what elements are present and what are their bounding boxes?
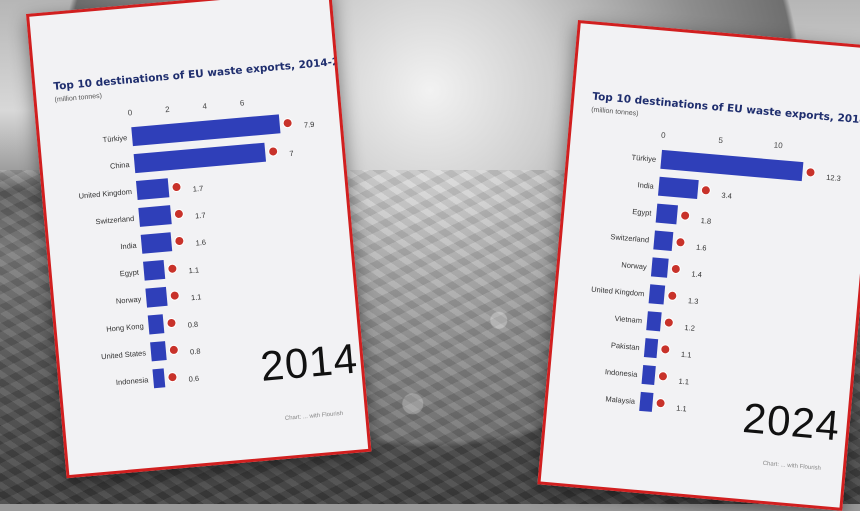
flag-icon bbox=[667, 290, 678, 301]
value-label: 7.9 bbox=[303, 120, 314, 130]
value-label: 1.1 bbox=[678, 377, 689, 387]
value-label: 1.6 bbox=[696, 243, 707, 253]
flag-icon bbox=[680, 210, 691, 221]
bar bbox=[138, 205, 172, 227]
x-tick-label: 6 bbox=[239, 98, 245, 107]
category-label: United States bbox=[101, 348, 147, 361]
value-label: 7 bbox=[289, 149, 294, 158]
category-label: Norway bbox=[621, 260, 647, 271]
value-label: 0.6 bbox=[188, 374, 199, 384]
flag-icon bbox=[657, 371, 668, 382]
flag-icon bbox=[700, 185, 711, 196]
category-label: Norway bbox=[116, 295, 142, 306]
bar bbox=[150, 341, 167, 362]
value-label: 1.1 bbox=[191, 292, 202, 302]
category-label: Switzerland bbox=[95, 214, 134, 226]
chart-subtitle: (million tonnes) bbox=[590, 106, 639, 118]
bar bbox=[152, 368, 166, 389]
category-label: Indonesia bbox=[605, 367, 639, 379]
x-tick-label: 0 bbox=[127, 108, 133, 117]
category-label: Türkiye bbox=[102, 133, 127, 144]
bar bbox=[143, 259, 166, 281]
x-tick-label: 10 bbox=[773, 141, 783, 151]
value-label: 3.4 bbox=[721, 191, 732, 201]
category-label: Pakistan bbox=[611, 341, 640, 352]
bar bbox=[648, 284, 666, 305]
value-label: 1.1 bbox=[188, 265, 199, 275]
flag-icon bbox=[167, 372, 178, 383]
flag-icon bbox=[171, 182, 182, 193]
value-label: 0.8 bbox=[187, 320, 198, 330]
bar bbox=[650, 257, 669, 278]
category-label: India bbox=[637, 180, 655, 190]
category-label: Egypt bbox=[119, 268, 140, 279]
bar bbox=[140, 232, 173, 254]
value-label: 1.7 bbox=[195, 211, 206, 221]
value-label: 1.4 bbox=[691, 269, 702, 279]
flag-icon bbox=[660, 344, 671, 355]
x-tick-label: 4 bbox=[202, 102, 208, 111]
bar bbox=[147, 314, 165, 335]
year-label: 2024 bbox=[740, 393, 843, 450]
bar-chart-2014: 0 2 4 6 Türkiye 7.9 China 7 United Kingdom 1.7 Swi… bbox=[78, 98, 315, 389]
value-label: 12.3 bbox=[826, 173, 841, 183]
flag-icon bbox=[174, 235, 185, 246]
bar bbox=[641, 364, 656, 386]
value-label: 1.1 bbox=[681, 350, 692, 360]
flag-icon bbox=[670, 263, 681, 274]
bar bbox=[135, 178, 170, 200]
chart-card-2014: Top 10 destinations of EU waste exports,… bbox=[26, 0, 372, 479]
bar bbox=[653, 230, 674, 252]
flag-icon bbox=[663, 317, 674, 328]
category-label: Vietnam bbox=[614, 314, 642, 325]
bar-chart-2024: 0 5 10 Türkiye 12.3 India 3.4 Egypt 1.8 Switzerla… bbox=[591, 131, 841, 414]
category-label: India bbox=[120, 241, 138, 251]
category-label: United Kingdom bbox=[591, 285, 645, 299]
value-label: 1.7 bbox=[192, 184, 203, 194]
category-label: Indonesia bbox=[116, 375, 150, 387]
flag-icon bbox=[169, 290, 180, 301]
x-tick-label: 5 bbox=[718, 136, 724, 145]
category-label: Türkiye bbox=[631, 153, 656, 164]
category-label: Switzerland bbox=[610, 232, 649, 244]
bar bbox=[639, 391, 654, 412]
flag-icon bbox=[166, 317, 177, 328]
bar bbox=[131, 114, 281, 147]
value-label: 1.1 bbox=[676, 404, 687, 414]
category-label: Hong Kong bbox=[106, 321, 144, 333]
value-label: 1.2 bbox=[684, 323, 695, 333]
flag-icon bbox=[282, 118, 293, 129]
chart-credit: Chart: ... with Flourish bbox=[284, 410, 344, 422]
chart-credit: Chart: ... with Flourish bbox=[762, 460, 822, 472]
category-label: China bbox=[110, 160, 131, 171]
category-label: Egypt bbox=[632, 207, 653, 218]
chart-card-2024: Top 10 destinations of EU waste exports,… bbox=[537, 20, 860, 511]
bar bbox=[643, 338, 659, 359]
flag-icon bbox=[168, 344, 179, 355]
flag-icon bbox=[167, 263, 178, 274]
bar bbox=[657, 176, 699, 200]
bar bbox=[133, 142, 267, 174]
bar bbox=[655, 203, 678, 225]
flag-icon bbox=[675, 237, 686, 248]
flag-icon bbox=[805, 167, 816, 178]
category-label: Malaysia bbox=[605, 394, 636, 406]
value-label: 1.3 bbox=[688, 296, 699, 306]
category-label: United Kingdom bbox=[78, 187, 132, 201]
x-tick-label: 0 bbox=[661, 131, 667, 140]
flag-icon bbox=[173, 208, 184, 219]
bar bbox=[646, 311, 662, 332]
value-label: 1.6 bbox=[195, 238, 206, 248]
bar bbox=[660, 149, 804, 182]
value-label: 0.8 bbox=[190, 347, 201, 357]
flag-icon bbox=[655, 398, 666, 409]
year-label: 2014 bbox=[258, 334, 360, 390]
bar bbox=[145, 286, 168, 308]
value-label: 1.8 bbox=[700, 216, 711, 226]
flag-icon bbox=[268, 146, 279, 157]
x-tick-label: 2 bbox=[165, 105, 171, 114]
chart-subtitle: (million tonnes) bbox=[54, 92, 103, 104]
